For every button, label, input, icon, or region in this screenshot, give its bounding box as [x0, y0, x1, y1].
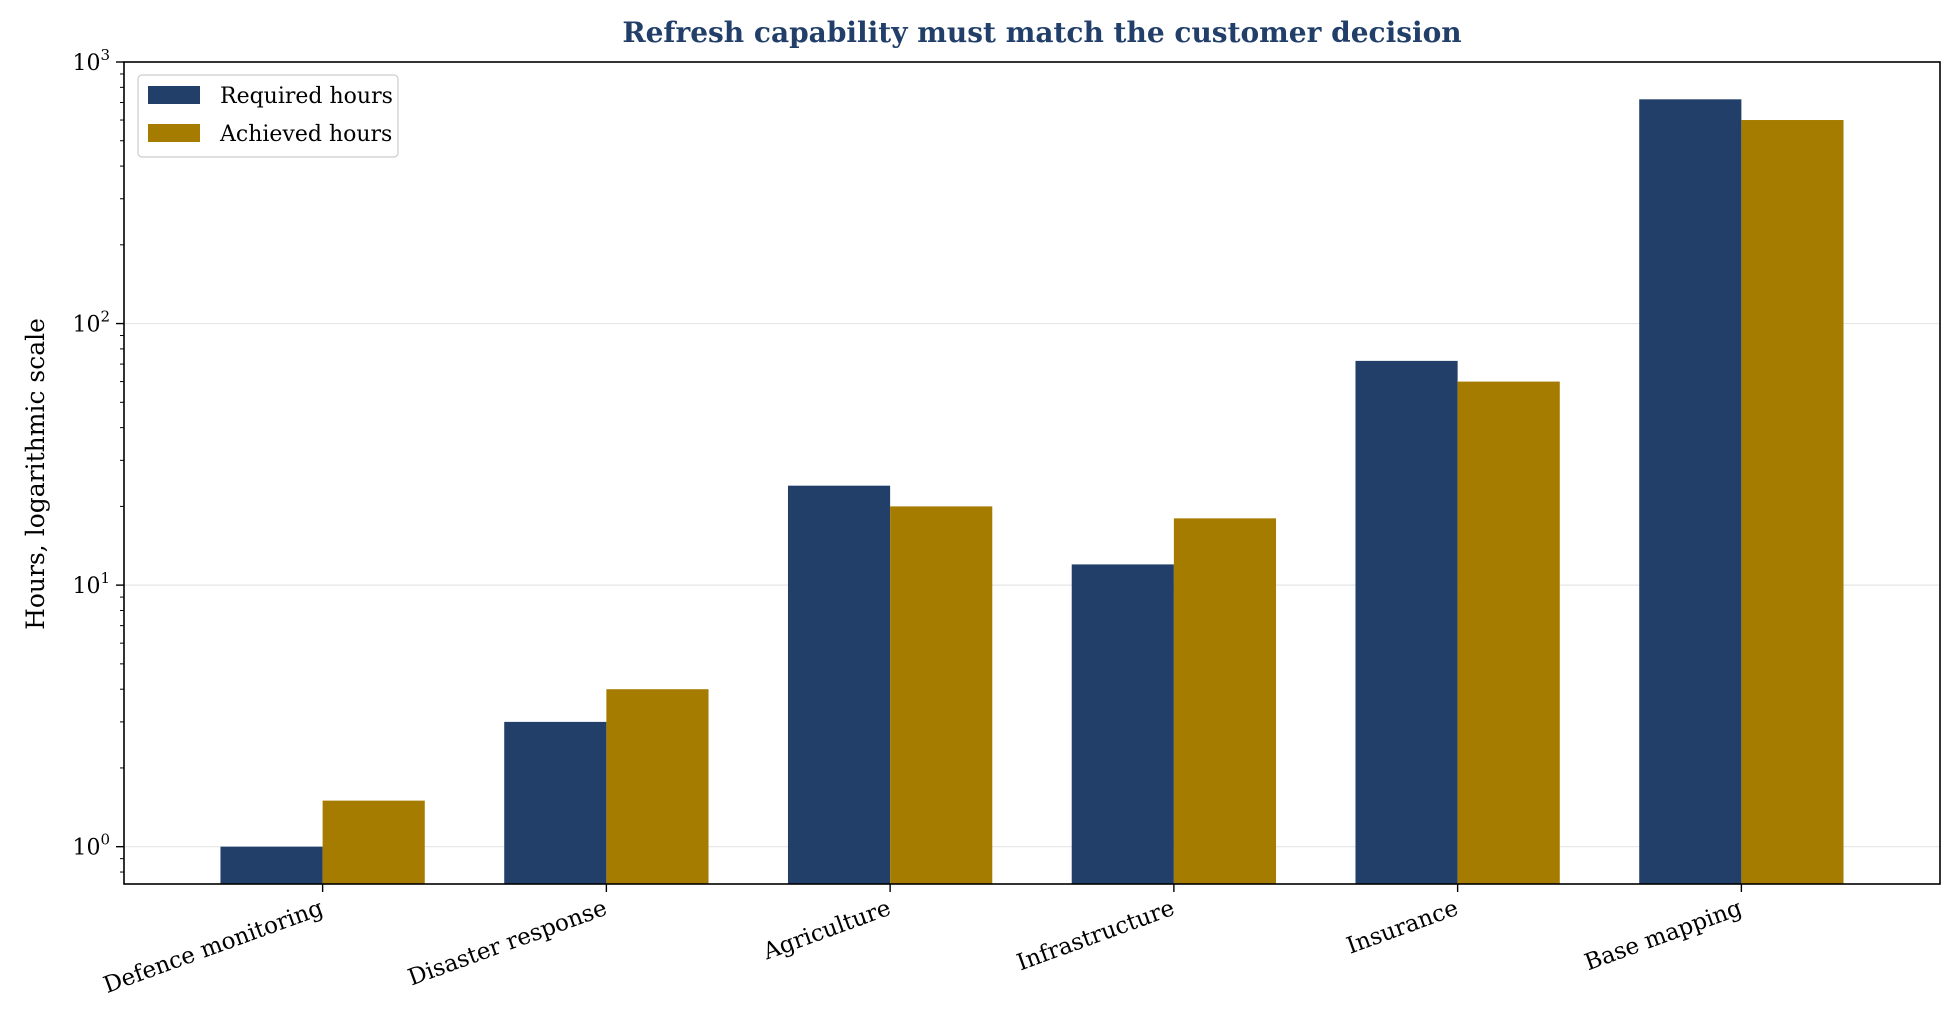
x-tick-label: Infrastructure — [1014, 895, 1178, 976]
y-tick-label: 100 — [72, 831, 110, 861]
bar-required-disaster-response — [504, 721, 607, 884]
x-tick-label: Insurance — [1343, 895, 1461, 959]
bar-required-insurance — [1355, 360, 1458, 884]
legend-label: Achieved hours — [219, 122, 392, 147]
y-axis-ticks: 100 101 102 103 — [72, 46, 124, 873]
bar-required-agriculture — [787, 485, 891, 884]
x-tick-label: Disaster response — [405, 895, 611, 991]
bar-achieved-insurance — [1457, 381, 1560, 884]
legend: Required hours Achieved hours — [137, 74, 399, 158]
y-axis-label: Hours, logarithmic scale — [21, 318, 50, 630]
bar-achieved-base-mapping — [1741, 120, 1844, 884]
x-tick-label: Agriculture — [759, 895, 894, 965]
legend-swatch — [148, 86, 200, 104]
bar-achieved-defence-monitoring — [322, 800, 425, 884]
bar-achieved-infrastructure — [1173, 518, 1277, 884]
y-tick-label: 102 — [72, 308, 110, 338]
plot-frame — [123, 61, 1941, 885]
bar-required-base-mapping — [1639, 99, 1742, 885]
x-axis-ticks: Defence monitoring Disaster response Agric… — [100, 884, 1746, 999]
x-tick-label: Defence monitoring — [100, 895, 327, 999]
y-tick-label: 103 — [72, 46, 110, 76]
x-tick-label: Base mapping — [1581, 895, 1745, 976]
bar-required-defence-monitoring — [220, 846, 323, 884]
legend-label: Required hours — [220, 84, 393, 109]
legend-box — [137, 74, 399, 158]
legend-swatch — [148, 124, 200, 142]
bars — [220, 99, 1844, 885]
bar-achieved-disaster-response — [606, 689, 709, 884]
y-tick-label: 101 — [72, 569, 110, 599]
bar-required-infrastructure — [1071, 564, 1174, 884]
bar-achieved-agriculture — [890, 506, 993, 884]
gridlines — [124, 322, 1940, 848]
chart-title: Refresh capability must match the custom… — [622, 16, 1461, 49]
